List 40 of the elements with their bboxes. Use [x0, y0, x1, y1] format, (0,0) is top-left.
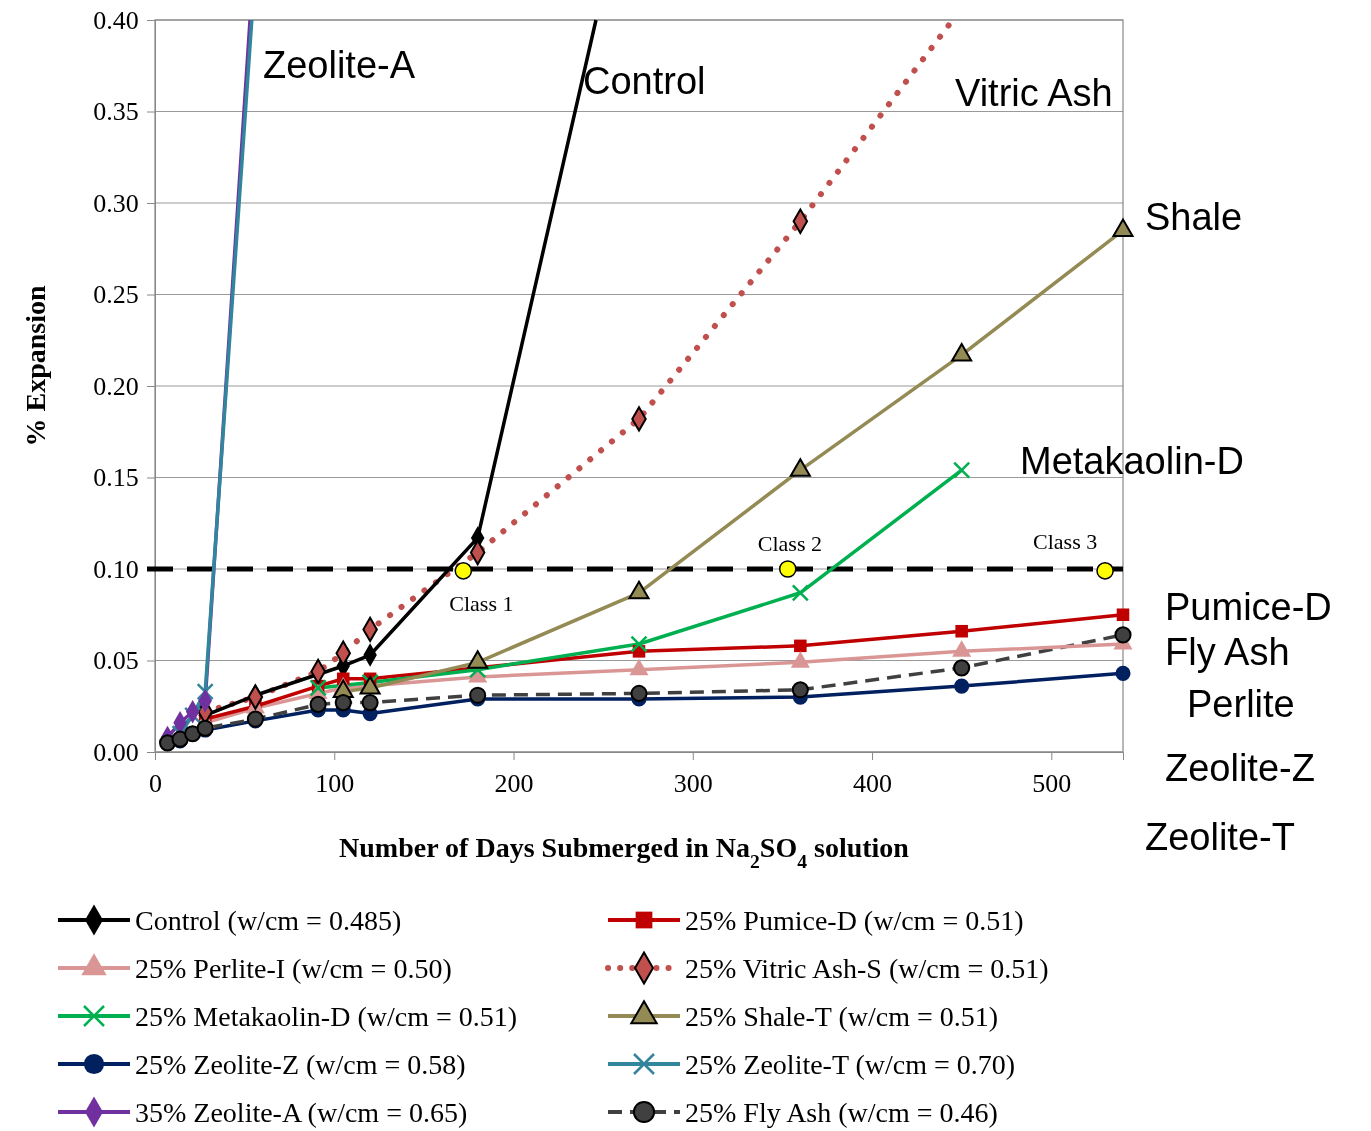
legend-label: 25% Metakaolin-D (w/cm = 0.51) — [135, 1001, 518, 1032]
legend-label: 25% Perlite-I (w/cm = 0.50) — [135, 953, 452, 984]
y-tick-label: 0.00 — [93, 737, 139, 767]
y-tick-label: 0.40 — [93, 5, 139, 35]
text: Shale — [1145, 196, 1243, 238]
y-tick-label: 0.35 — [93, 97, 139, 127]
y-axis-title: % Expansion — [20, 285, 51, 447]
x-tick-label: 100 — [315, 768, 355, 798]
y-tick-label: 0.25 — [93, 280, 139, 310]
x-tick-label: 500 — [1032, 768, 1072, 798]
legend-label: 25% Shale-T (w/cm = 0.51) — [685, 1001, 999, 1032]
legend-label: 25% Zeolite-Z (w/cm = 0.58) — [135, 1049, 466, 1080]
y-tick-label: 0.10 — [93, 554, 139, 584]
x-axis-title: Number of Days Submerged in Na$_{2}$SO$_{4}$ solution — [339, 832, 910, 872]
annotation: Class 3 — [1033, 528, 1098, 554]
text: Pumice-D — [1165, 586, 1332, 628]
text: Zeolite-T — [1145, 816, 1295, 858]
x-tick-label: 300 — [673, 768, 713, 798]
annotation: Zeolite-A — [263, 44, 416, 86]
annotation: Control — [583, 60, 706, 102]
text: Perlite — [1187, 683, 1295, 725]
annotation: Metakaolin-D — [1020, 440, 1244, 482]
x-tick-label: 400 — [853, 768, 893, 798]
legend-label: 35% Zeolite-A (w/cm = 0.65) — [135, 1097, 468, 1128]
y-tick-label: 0.30 — [93, 188, 139, 218]
y-tick-label: 0.15 — [93, 463, 139, 493]
annotation: Vitric Ash — [955, 72, 1113, 114]
y-tick-label: 0.05 — [93, 646, 139, 676]
y-tick-label: 0.20 — [93, 371, 139, 401]
legend-label: 25% Vitric Ash-S (w/cm = 0.51) — [685, 953, 1049, 984]
text: Fly Ash — [1165, 631, 1290, 673]
legend-label: 25% Fly Ash (w/cm = 0.46) — [685, 1097, 998, 1128]
legend-label: Control (w/cm = 0.485) — [135, 905, 402, 936]
annotation: Class 1 — [449, 590, 514, 616]
text: Zeolite-Z — [1165, 747, 1315, 789]
legend-label: 25% Zeolite-T (w/cm = 0.70) — [685, 1049, 1016, 1080]
x-tick-label: 0 — [149, 768, 162, 798]
legend-label: 25% Pumice-D (w/cm = 0.51) — [685, 905, 1024, 936]
x-tick-label: 200 — [494, 768, 534, 798]
annotation: Class 2 — [757, 531, 822, 556]
